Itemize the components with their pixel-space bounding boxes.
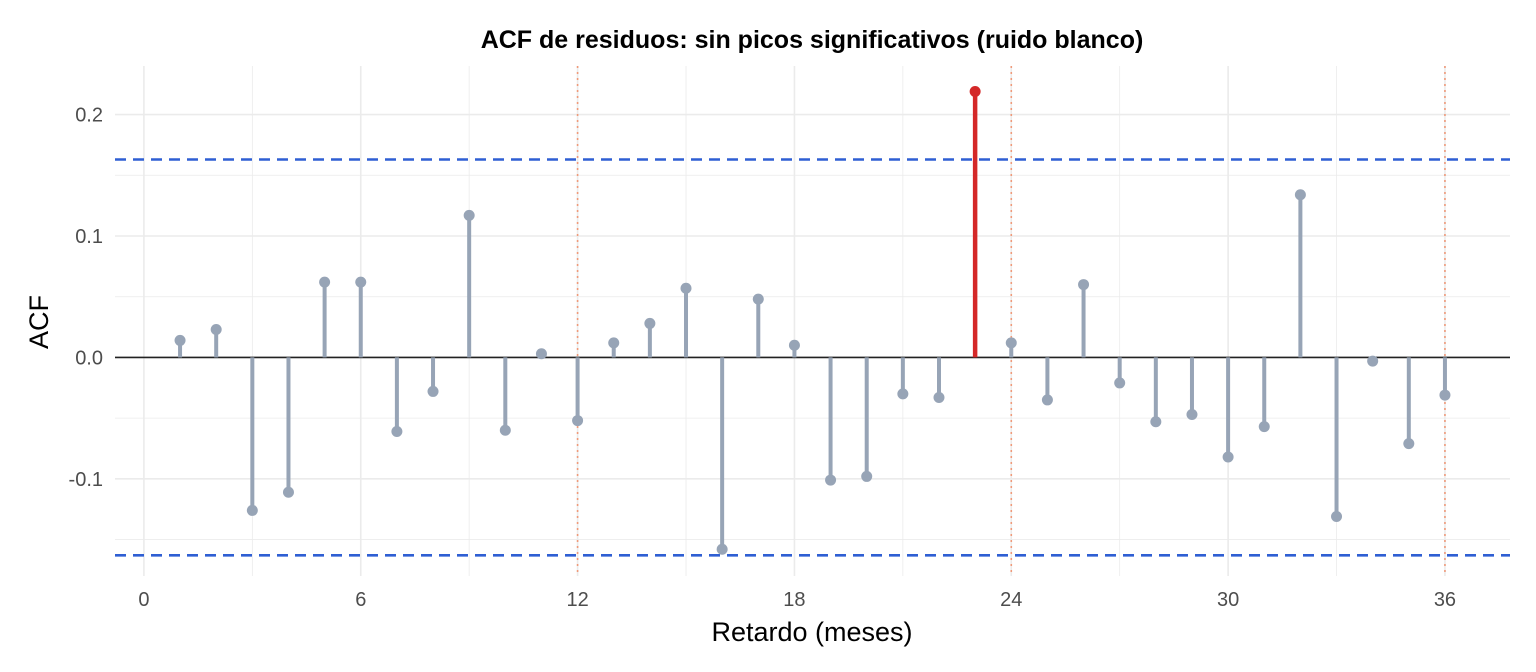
acf-point bbox=[897, 388, 909, 400]
x-tick-label: 30 bbox=[1217, 589, 1239, 611]
acf-point bbox=[608, 337, 620, 349]
acf-point bbox=[499, 424, 511, 436]
significance-bounds bbox=[115, 158, 1510, 557]
chart-title: ACF de residuos: sin picos significativo… bbox=[481, 26, 1144, 54]
acf-point bbox=[174, 334, 186, 346]
acf-point bbox=[1439, 389, 1451, 401]
acf-point bbox=[1222, 451, 1234, 463]
x-tick-label: 6 bbox=[355, 589, 366, 611]
acf-point bbox=[427, 385, 439, 397]
acf-point bbox=[788, 339, 800, 351]
acf-point bbox=[1294, 189, 1306, 201]
acf-point bbox=[282, 486, 294, 498]
acf-point bbox=[246, 504, 258, 516]
x-tick-label: 18 bbox=[783, 589, 805, 611]
x-axis-ticks: 0 6 12 18 24 30 36 bbox=[138, 589, 1456, 611]
x-axis-title: Retardo (meses) bbox=[711, 617, 912, 647]
acf-point bbox=[1150, 416, 1162, 428]
acf-point bbox=[1403, 438, 1415, 450]
acf-point bbox=[1114, 377, 1126, 389]
acf-point bbox=[463, 209, 475, 221]
acf-point bbox=[535, 348, 547, 360]
x-tick-label: 0 bbox=[138, 589, 149, 611]
acf-point bbox=[716, 543, 728, 555]
y-tick-label: -0.1 bbox=[69, 469, 103, 491]
acf-point bbox=[969, 86, 981, 97]
acf-point bbox=[1331, 511, 1343, 522]
acf-point bbox=[933, 392, 945, 403]
acf-point bbox=[319, 276, 331, 288]
acf-point bbox=[1186, 409, 1198, 420]
x-tick-label: 24 bbox=[1000, 589, 1022, 611]
acf-point bbox=[391, 426, 403, 437]
acf-point bbox=[1005, 337, 1017, 349]
y-axis-title: ACF bbox=[24, 295, 54, 349]
acf-point bbox=[355, 276, 367, 288]
acf-stems bbox=[174, 86, 1451, 555]
x-tick-label: 36 bbox=[1434, 589, 1456, 611]
acf-point bbox=[1078, 279, 1090, 291]
acf-point bbox=[210, 324, 222, 335]
acf-point bbox=[752, 293, 764, 305]
y-tick-label: 0.2 bbox=[75, 105, 103, 127]
acf-point bbox=[1258, 421, 1270, 433]
acf-point bbox=[861, 470, 873, 482]
y-tick-label: 0.0 bbox=[75, 347, 103, 369]
y-tick-label: 0.1 bbox=[75, 226, 103, 248]
acf-point bbox=[1367, 355, 1379, 367]
acf-point bbox=[1041, 394, 1053, 406]
acf-point bbox=[572, 415, 584, 427]
acf-point bbox=[644, 317, 656, 329]
acf-point bbox=[680, 282, 692, 294]
seasonal-lag-lines bbox=[576, 66, 1446, 576]
y-axis-ticks: -0.1 0.0 0.1 0.2 bbox=[69, 105, 103, 491]
x-tick-label: 12 bbox=[566, 589, 588, 611]
acf-point bbox=[825, 474, 837, 486]
